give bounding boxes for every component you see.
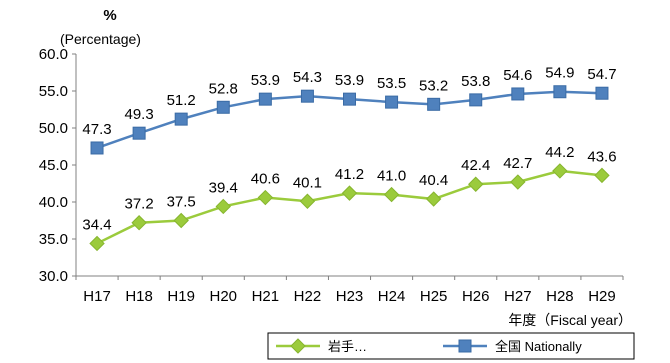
data-label: 43.6 (587, 148, 616, 165)
data-label: 41.2 (335, 166, 364, 183)
x-tick-label: H20 (210, 288, 238, 305)
data-point (594, 167, 610, 184)
data-label: 54.7 (587, 66, 616, 83)
y-tick-label: 40.0 (39, 194, 68, 211)
data-label: 54.3 (293, 69, 322, 86)
data-point (553, 85, 567, 99)
x-tick-label: H23 (336, 288, 364, 305)
y-tick-label: 35.0 (39, 231, 68, 248)
data-point (90, 141, 104, 155)
data-label: 53.8 (461, 73, 490, 90)
data-label: 51.2 (167, 92, 196, 109)
data-label: 52.8 (209, 80, 238, 97)
data-point (174, 112, 188, 126)
x-tick-label: H26 (462, 288, 490, 305)
data-label: 34.4 (82, 216, 111, 233)
data-label: 54.9 (545, 65, 574, 82)
x-tick-label: H19 (167, 288, 195, 305)
x-tick-label: H17 (83, 288, 111, 305)
data-label: 41.0 (377, 168, 406, 185)
data-point (173, 212, 189, 229)
data-label: 42.4 (461, 157, 490, 174)
x-tick-label: H27 (504, 288, 532, 305)
legend-marker (458, 339, 472, 353)
x-tick-label: H18 (125, 288, 153, 305)
y-tick-label: 60.0 (39, 46, 68, 63)
data-point (511, 87, 525, 101)
data-label: 53.9 (335, 72, 364, 89)
data-point (552, 163, 568, 179)
y-tick-label: 30.0 (39, 268, 68, 285)
y-axis-ticks: 30.0 35.0 40.0 45.0 50.0 55.0 60.0 (39, 46, 76, 285)
data-label: 40.4 (419, 172, 448, 189)
data-point (299, 193, 316, 209)
data-label: 40.6 (251, 171, 280, 188)
data-label: 44.2 (545, 144, 574, 161)
x-tick-label: H24 (378, 288, 406, 305)
data-point (216, 100, 230, 114)
legend-label: 岩手… (328, 339, 367, 354)
data-point (343, 92, 356, 106)
data-label: 53.9 (251, 72, 280, 89)
data-label: 53.5 (377, 75, 406, 92)
data-label: 37.2 (125, 196, 154, 213)
x-axis-ticks: H17 H18 H19 H20 H21 H22 H23 H24 H25 H26 H27 H28 H29 (75, 276, 624, 305)
data-point (425, 191, 442, 207)
data-point (132, 126, 146, 140)
data-label: 40.1 (293, 174, 322, 191)
data-label: 47.3 (82, 121, 111, 138)
data-point (510, 174, 526, 190)
data-point (595, 86, 609, 100)
data-point (385, 95, 399, 109)
data-label: 39.4 (209, 179, 238, 196)
data-point (427, 97, 441, 111)
y-axis-label: (Percentage) (60, 31, 141, 47)
data-point (257, 189, 274, 206)
series-1: 34.4 37.2 37.5 39.4 40.6 40.1 41.2 41.0 40.4 42.4… (82, 144, 617, 252)
data-point (131, 215, 147, 231)
x-tick-label: H28 (546, 288, 574, 305)
x-tick-label: H22 (294, 288, 322, 305)
x-tick-label: H25 (420, 288, 448, 305)
y-tick-label: 50.0 (39, 120, 68, 137)
data-label: 53.2 (419, 77, 448, 94)
series-0: 47.3 49.3 51.2 52.8 53.9 54.3 53.9 53.5 53.2 53.8… (82, 65, 617, 155)
y-tick-label: 55.0 (39, 83, 68, 100)
x-tick-label: H21 (252, 288, 280, 305)
legend-marker (290, 338, 306, 354)
data-point (468, 176, 484, 192)
x-axis-label: 年度（Fiscal year） (508, 312, 632, 328)
data-point (215, 198, 231, 215)
plot-area: 47.3 49.3 51.2 52.8 53.9 54.3 53.9 53.5 53.2 53.8… (75, 54, 623, 277)
data-label: 49.3 (125, 106, 154, 123)
data-point (383, 186, 400, 203)
y-unit-percent: % (103, 7, 116, 24)
data-point (89, 235, 105, 252)
y-tick-label: 45.0 (39, 157, 68, 174)
legend-label: 全国 Nationally (495, 339, 582, 354)
data-point (341, 185, 358, 201)
data-point (258, 92, 272, 106)
x-tick-label: H29 (588, 288, 616, 305)
legend: 岩手… 全国 Nationally (267, 332, 635, 360)
data-label: 42.7 (503, 155, 532, 172)
data-point (300, 89, 314, 103)
data-point (469, 93, 483, 107)
data-label: 54.6 (503, 67, 532, 84)
data-label: 37.5 (167, 194, 196, 211)
